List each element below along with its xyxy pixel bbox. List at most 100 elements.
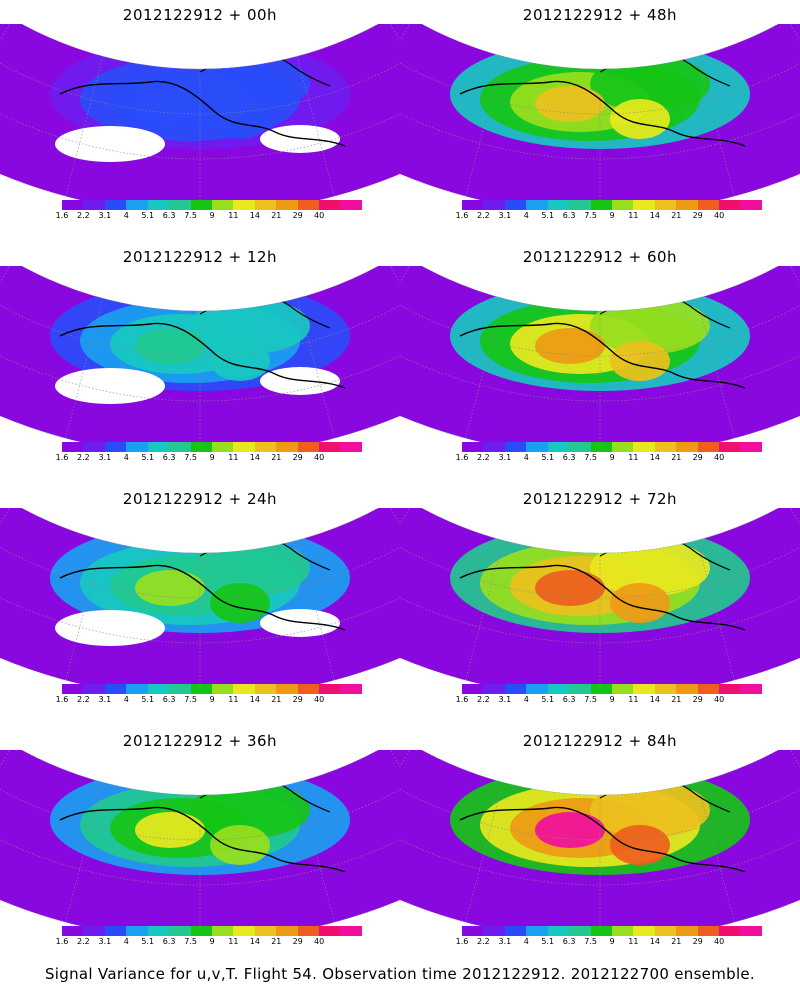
colorbar-labels: 1.6 2.2 3.1 4 5.1 6.3 7.5 9 11 14 21 29 40 — [56, 937, 362, 947]
variance-map — [400, 24, 800, 200]
figure-caption: Signal Variance for u,v,T. Flight 54. Ob… — [44, 965, 756, 983]
colorbar-tick-label: 40 — [714, 937, 725, 946]
colorbar-swatch — [569, 684, 591, 694]
colorbar-swatch — [169, 200, 191, 210]
colorbar-swatch — [169, 684, 191, 694]
colorbar-tick-label: 1.6 — [55, 937, 69, 946]
colorbar-swatch — [169, 442, 191, 452]
colorbar-swatch — [740, 442, 762, 452]
map-panel: 2012122912 + 12h 1.6 2.2 3.1 4 5.1 6.3 7.5 9 11 14… — [0, 242, 400, 484]
variance-map — [400, 266, 800, 442]
colorbar-tick-label: 9 — [609, 453, 615, 462]
colorbar-swatch — [104, 684, 127, 694]
colorbar-swatch — [547, 684, 570, 694]
colorbar-tick-label: 7.5 — [184, 453, 197, 462]
colorbar-tick-label: 1.6 — [455, 453, 469, 462]
colorbar-swatch — [590, 442, 612, 452]
colorbar-swatch — [190, 684, 212, 694]
colorbar-tick-label: 5.1 — [541, 211, 555, 220]
colorbar-swatch — [126, 200, 148, 210]
colorbar-tick-label: 14 — [649, 937, 660, 946]
colorbar-swatch — [83, 684, 105, 694]
colorbar-swatch — [169, 926, 191, 936]
colorbar-labels: 1.6 2.2 3.1 4 5.1 6.3 7.5 9 11 14 21 29 40 — [456, 937, 762, 947]
panel-title: 2012122912 + 60h — [522, 248, 678, 266]
colorbar-tick-label: 5.1 — [541, 695, 555, 704]
colorbar-tick-label: 5.1 — [141, 211, 155, 220]
panel-title: 2012122912 + 12h — [122, 248, 278, 266]
colorbar-swatch — [297, 684, 320, 694]
colorbar-swatch — [147, 200, 170, 210]
colorbar-swatch — [697, 926, 720, 936]
colorbar-tick-label: 21 — [671, 695, 682, 704]
colorbar-swatch — [547, 442, 570, 452]
colorbar-tick-label: 7.5 — [584, 453, 597, 462]
colorbar-tick-label: 14 — [249, 695, 260, 704]
colorbar-swatch — [126, 926, 148, 936]
colorbar-swatch — [319, 200, 341, 210]
colorbar-swatch — [254, 200, 277, 210]
colorbar-tick-label: 9 — [209, 937, 215, 946]
variance-map — [400, 508, 800, 684]
colorbar-tick-label: 3.1 — [98, 211, 112, 220]
panel-title: 2012122912 + 00h — [122, 6, 278, 24]
colorbar-tick-label: 40 — [314, 453, 325, 462]
colorbar-swatch — [569, 200, 591, 210]
colorbar-swatch — [276, 926, 298, 936]
colorbar-swatch — [340, 684, 362, 694]
map-panel: 2012122912 + 24h 1.6 2.2 3.1 4 5.1 6.3 7.5 9 11 14… — [0, 484, 400, 726]
colorbar-tick-label: 2.2 — [477, 937, 490, 946]
colorbar-tick-label: 11 — [628, 453, 639, 462]
colorbar-tick-label: 1.6 — [455, 695, 469, 704]
colorbar-tick-label: 14 — [649, 211, 660, 220]
colorbar-tick-label: 29 — [292, 211, 303, 220]
colorbar-swatch — [547, 926, 570, 936]
colorbar-tick-label: 2.2 — [77, 937, 90, 946]
colorbar-swatch — [233, 684, 255, 694]
colorbar-tick-label: 2.2 — [77, 211, 90, 220]
colorbar-tick-label: 1.6 — [455, 937, 469, 946]
colorbar-tick-label: 11 — [228, 695, 239, 704]
colorbar-tick-label: 6.3 — [162, 211, 176, 220]
colorbar-swatch — [504, 684, 527, 694]
colorbar-swatch — [340, 442, 362, 452]
colorbar-swatch — [740, 200, 762, 210]
colorbar-tick-label: 5.1 — [141, 695, 155, 704]
colorbar-swatch — [526, 442, 548, 452]
colorbar-tick-label: 29 — [692, 937, 703, 946]
colorbar-tick-label: 3.1 — [498, 211, 512, 220]
colorbar-tick-label: 7.5 — [184, 695, 197, 704]
colorbar-swatch — [147, 442, 170, 452]
colorbar-tick-label: 3.1 — [498, 937, 512, 946]
colorbar-swatch — [569, 926, 591, 936]
colorbar-tick-label: 1.6 — [455, 211, 469, 220]
colorbar-swatch — [62, 442, 84, 452]
colorbar-tick-label: 21 — [271, 211, 282, 220]
colorbar-tick-label: 29 — [292, 937, 303, 946]
colorbar-tick-label: 11 — [628, 937, 639, 946]
colorbar-swatch — [526, 926, 548, 936]
colorbar-swatch — [676, 926, 698, 936]
colorbar-swatch — [504, 442, 527, 452]
colorbar-tick-label: 4 — [523, 211, 529, 220]
colorbar-tick-label: 4 — [123, 937, 129, 946]
colorbar-swatch — [526, 684, 548, 694]
colorbar-tick-label: 3.1 — [498, 695, 512, 704]
colorbar-swatch — [633, 926, 655, 936]
colorbar-swatch — [719, 442, 741, 452]
colorbar-swatch — [719, 684, 741, 694]
colorbar-tick-label: 14 — [649, 453, 660, 462]
colorbar-swatch — [340, 200, 362, 210]
colorbar — [462, 926, 762, 936]
variance-map — [0, 24, 400, 200]
colorbar-swatch — [319, 442, 341, 452]
colorbar-tick-label: 4 — [523, 453, 529, 462]
colorbar — [462, 442, 762, 452]
colorbar-tick-label: 3.1 — [98, 453, 112, 462]
colorbar-tick-label: 11 — [228, 453, 239, 462]
colorbar-tick-label: 9 — [609, 695, 615, 704]
colorbar-swatch — [254, 442, 277, 452]
colorbar-swatch — [590, 200, 612, 210]
colorbar-swatch — [147, 684, 170, 694]
variance-map — [0, 266, 400, 442]
